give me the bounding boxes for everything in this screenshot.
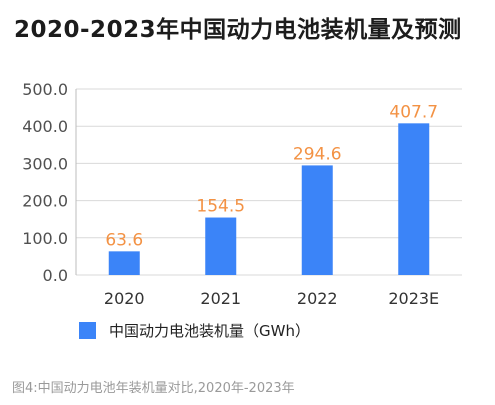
x-tick-label: 2020 [104, 289, 145, 308]
x-tick-label: 2023E [388, 289, 439, 308]
legend-swatch [79, 322, 96, 339]
legend-label: 中国动力电池装机量（GWh） [109, 322, 310, 340]
y-tick-label: 200.0 [22, 192, 68, 211]
data-label: 154.5 [196, 197, 245, 217]
data-label: 407.7 [389, 102, 438, 122]
chart-title: 2020-2023年中国动力电池装机量及预测 [14, 17, 462, 43]
bar [398, 123, 430, 275]
y-tick-label: 300.0 [22, 154, 68, 173]
y-tick-label: 500.0 [22, 80, 68, 99]
bar [108, 251, 140, 275]
x-tick-label: 2022 [297, 289, 338, 308]
chart-svg: 0.0 100.0 200.0 300.0 400.0 500.0 63.6 2020 154.… [22, 80, 462, 340]
y-tick-label: 100.0 [22, 229, 68, 248]
figure-caption: 图4:中国动力电池年装机量对比,2020年-2023年 [12, 381, 295, 396]
bar [301, 165, 333, 275]
data-label: 294.6 [293, 144, 342, 164]
data-label: 63.6 [105, 230, 143, 250]
bar-chart: 0.0 100.0 200.0 300.0 400.0 500.0 63.6 2020 154.… [0, 60, 495, 350]
y-tick-label: 400.0 [22, 117, 68, 136]
bar [205, 217, 237, 275]
x-tick-label: 2021 [200, 289, 241, 308]
y-tick-label: 0.0 [43, 266, 68, 285]
